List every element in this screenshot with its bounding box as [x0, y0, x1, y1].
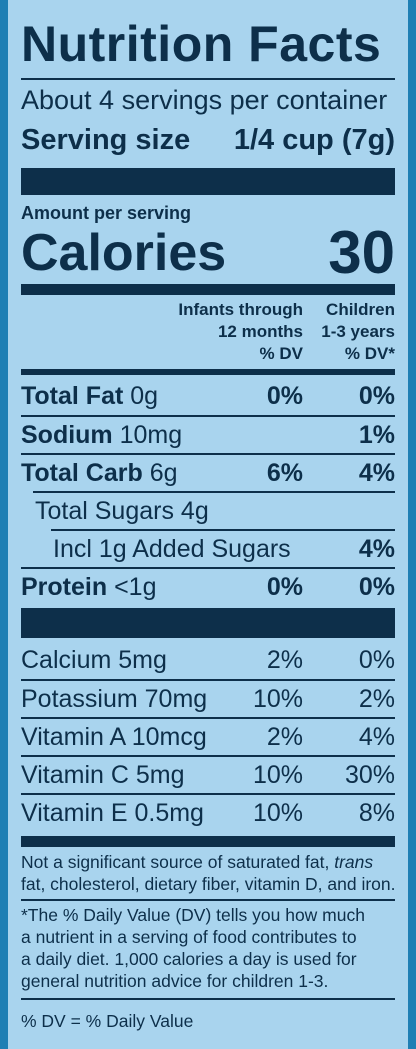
header-line: Infants through [178, 300, 303, 319]
footnote-line: a daily diet. 1,000 calories a day is us… [21, 949, 357, 969]
footnote-line: general nutrition advice for children 1-… [21, 971, 329, 991]
infants-dv: 10% [252, 761, 303, 789]
children-dv: 0% [358, 646, 395, 674]
serving-size-label: Serving size [21, 124, 191, 156]
nutrient-amount: 10mg [112, 421, 183, 449]
nutrient-row-total-fat: Total Fat 0g 0% 0% [21, 377, 395, 415]
thick-divider [21, 608, 395, 638]
vitamin-name: Vitamin E 0.5mg [21, 799, 204, 827]
children-dv: 8% [358, 799, 395, 827]
footnote-line: a nutrient in a serving of food contribu… [21, 927, 357, 947]
infants-dv: 2% [266, 723, 303, 751]
note-italic: trans [334, 852, 374, 872]
nutrient-name: Protein <1g [21, 568, 156, 606]
infants-dv: 6% [266, 459, 303, 487]
nutrient-bold-name: Sodium [21, 421, 113, 449]
row-divider [21, 793, 395, 795]
nutrient-bold-name: Total Carb [21, 459, 143, 487]
row-divider [21, 717, 395, 719]
infants-dv: 10% [252, 685, 303, 713]
children-dv: 4% [358, 459, 395, 487]
vitamin-row-vitamin-e: Vitamin E 0.5mg 10% 8% [21, 794, 395, 832]
infants-dv: 10% [252, 799, 303, 827]
vitamin-name: Calcium 5mg [21, 646, 167, 674]
medium-divider [21, 836, 395, 847]
divider [21, 899, 395, 901]
serving-size-value: 1/4 cup (7g) [233, 124, 395, 156]
header-line: 1-3 years [321, 322, 395, 341]
vitamin-row-calcium: Calcium 5mg 2% 0% [21, 641, 395, 679]
daily-value-footnote: *The % Daily Value (DV) tells you how mu… [21, 904, 395, 992]
servings-per-container: About 4 servings per container [21, 85, 388, 115]
row-divider [21, 453, 395, 455]
vitamin-row-vitamin-a: Vitamin A 10mcg 2% 4% [21, 718, 395, 756]
children-dv: 1% [358, 421, 395, 449]
infants-dv: 0% [266, 382, 303, 410]
header-line: 12 months [217, 322, 303, 341]
amount-per-serving: Amount per serving [21, 203, 192, 223]
row-divider [21, 679, 395, 681]
header-line: % DV* [344, 344, 395, 363]
nutrient-bold-name: Total Fat [21, 382, 124, 410]
children-dv: 4% [358, 723, 395, 751]
infants-dv: 2% [266, 646, 303, 674]
children-dv: 4% [358, 535, 395, 563]
nutrient-row-total-sugars: Total Sugars 4g [21, 492, 395, 530]
note-line: fat, cholesterol, dietary fiber, vitamin… [21, 874, 396, 894]
thick-divider [21, 168, 395, 195]
nutrient-amount: Total Sugars 4g [35, 497, 209, 525]
nutrient-name: Total Sugars 4g [35, 492, 209, 530]
vitamin-row-potassium: Potassium 70mg 10% 2% [21, 680, 395, 718]
footnote-line: *The % Daily Value (DV) tells you how mu… [21, 905, 365, 925]
row-divider [21, 415, 395, 417]
not-significant-note: Not a significant source of saturated fa… [21, 851, 395, 895]
nutrient-name: Total Fat 0g [21, 377, 158, 415]
nutrient-row-total-carb: Total Carb 6g 6% 4% [21, 454, 395, 492]
nutrient-row-added-sugars: Incl 1g Added Sugars 4% [21, 530, 395, 568]
label-title: Nutrition Facts [21, 16, 382, 72]
nutrient-name: Incl 1g Added Sugars [53, 530, 291, 568]
nutrition-label: Nutrition Facts About 4 servings per con… [8, 0, 408, 1049]
vitamin-name: Vitamin A 10mcg [21, 723, 207, 751]
vitamin-row-vitamin-c: Vitamin C 5mg 10% 30% [21, 756, 395, 794]
note-text: Not a significant source of saturated fa… [21, 852, 335, 872]
nutrient-bold-name: Protein [21, 573, 108, 601]
header-line: Children [326, 300, 395, 319]
row-divider [21, 567, 395, 569]
children-dv: 30% [344, 761, 395, 789]
row-divider [51, 529, 395, 531]
calories-value: 30 [328, 219, 395, 286]
medium-divider [21, 284, 395, 295]
note-line: Not a significant source of saturated fa… [21, 851, 395, 873]
nutrient-name: Total Carb 6g [21, 454, 178, 492]
header-divider [21, 369, 395, 375]
nutrient-row-protein: Protein <1g 0% 0% [21, 568, 395, 606]
calories-label: Calories [21, 224, 227, 282]
infants-column-header: Infants through 12 months % DV [178, 299, 303, 365]
vitamin-name: Potassium 70mg [21, 685, 208, 713]
children-dv: 0% [358, 382, 395, 410]
dv-legend: % DV = % Daily Value [21, 1011, 194, 1031]
infants-dv: 0% [266, 573, 303, 601]
serving-size-row: Serving size 1/4 cup (7g) [21, 120, 395, 160]
header-line: % DV [259, 344, 303, 363]
row-divider [33, 491, 395, 493]
divider [21, 998, 395, 1000]
nutrient-row-sodium: Sodium 10mg 1% [21, 416, 395, 454]
row-divider [21, 755, 395, 757]
nutrient-amount: Incl 1g Added Sugars [53, 535, 291, 563]
vitamin-name: Vitamin C 5mg [21, 761, 185, 789]
nutrient-amount: <1g [107, 573, 157, 601]
nutrient-name: Sodium 10mg [21, 416, 182, 454]
divider [21, 78, 395, 80]
label-content: Nutrition Facts About 4 servings per con… [21, 0, 395, 1049]
nutrient-amount: 0g [123, 382, 159, 410]
calories-row: Calories 30 [21, 218, 395, 288]
children-dv: 2% [358, 685, 395, 713]
children-dv: 0% [358, 573, 395, 601]
nutrient-amount: 6g [142, 459, 178, 487]
children-column-header: Children 1-3 years % DV* [321, 299, 395, 365]
